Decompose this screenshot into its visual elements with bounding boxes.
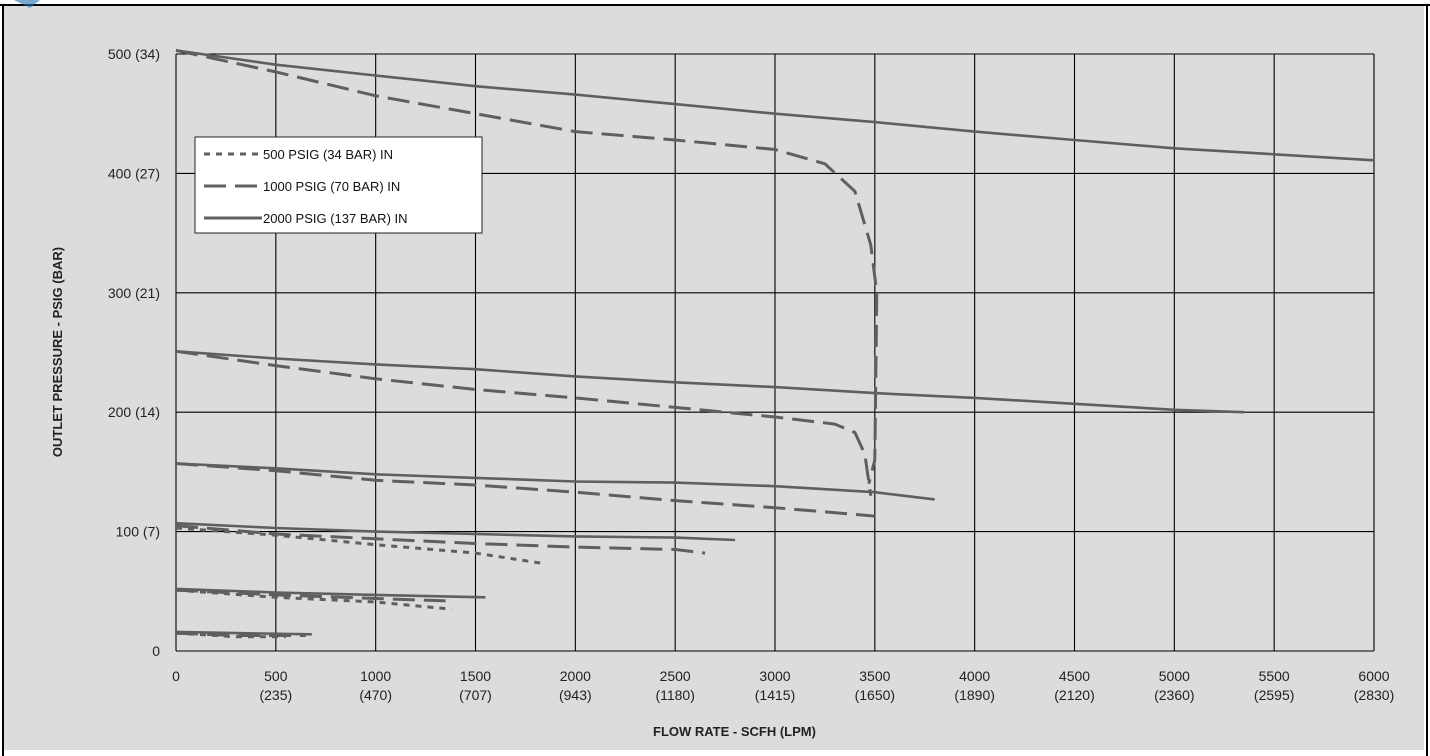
x-tick-label: 1500: [460, 668, 491, 684]
x-tick-sublabel: (2830): [1354, 687, 1394, 703]
series-line: [175, 526, 546, 566]
x-tick-label: 3500: [859, 668, 890, 684]
series-line: [175, 349, 873, 497]
y-tick-label: 0: [152, 643, 160, 659]
x-tick-label: 5500: [1259, 668, 1290, 684]
y-axis-label: OUTLET PRESSURE - PSIG (BAR): [50, 247, 65, 457]
legend-label: 2000 PSIG (137 BAR) IN: [263, 211, 408, 226]
x-tick-sublabel: (2360): [1154, 687, 1194, 703]
x-tick-sublabel: (707): [459, 687, 492, 703]
series-line: [175, 631, 306, 637]
series-line: [175, 587, 486, 599]
legend: 500 PSIG (34 BAR) IN 1000 PSIG (70 BAR) I…: [194, 136, 483, 234]
series-line: [175, 630, 312, 636]
series-line: [175, 462, 935, 501]
x-tick-sublabel: (2120): [1054, 687, 1094, 703]
legend-items: 500 PSIG (34 BAR) IN 1000 PSIG (70 BAR) I…: [204, 147, 408, 226]
x-tick-label: 2000: [560, 668, 591, 684]
x-tick-label: 4000: [959, 668, 990, 684]
series-line: [175, 462, 875, 518]
x-tick-label: 5000: [1159, 668, 1190, 684]
y-tick-label: 300 (21): [108, 285, 160, 301]
y-tick-label: 100 (7): [116, 524, 160, 540]
x-tick-label: 0: [172, 668, 180, 684]
series-line: [175, 588, 452, 611]
series-line: [175, 521, 736, 542]
x-tick-label: 3000: [759, 668, 790, 684]
chart-background: [4, 6, 1424, 750]
y-tick-label: 500 (34): [108, 46, 160, 62]
x-tick-sublabel: (235): [259, 687, 292, 703]
x-tick-sublabel: (1890): [954, 687, 994, 703]
y-tick-labels: 0 100 (7) 200 (14) 300 (21) 400 (27) 500 (34): [108, 46, 160, 659]
x-tick-label: 500: [264, 668, 288, 684]
x-tick-label: 6000: [1358, 668, 1389, 684]
x-tick-sublabel: (943): [559, 687, 592, 703]
x-tick-label: 2500: [660, 668, 691, 684]
x-tick-sublabel: (1415): [755, 687, 795, 703]
corner-mark-icon: [14, 0, 40, 8]
x-axis-label: FLOW RATE - SCFH (LPM): [653, 724, 816, 739]
series-line: [175, 49, 1375, 162]
x-tick-label: 1000: [360, 668, 391, 684]
x-tick-labels: 0 500 (235) 1000 (470) 1500 (707) 2000 (943) 2500…: [172, 668, 1394, 703]
x-tick-sublabel: (1180): [655, 687, 694, 703]
x-tick-sublabel: (2595): [1254, 687, 1294, 703]
series-line: [175, 631, 286, 639]
legend-label: 1000 PSIG (70 BAR) IN: [263, 179, 400, 194]
series-line: [175, 350, 1245, 414]
x-tick-sublabel: (1650): [855, 687, 895, 703]
x-tick-label: 4500: [1059, 668, 1090, 684]
legend-label: 500 PSIG (34 BAR) IN: [263, 147, 393, 162]
x-tick-sublabel: (470): [359, 687, 392, 703]
y-tick-label: 200 (14): [108, 404, 160, 420]
series-line: [175, 48, 879, 485]
series-group: [175, 48, 1375, 639]
y-tick-label: 400 (27): [108, 165, 160, 181]
